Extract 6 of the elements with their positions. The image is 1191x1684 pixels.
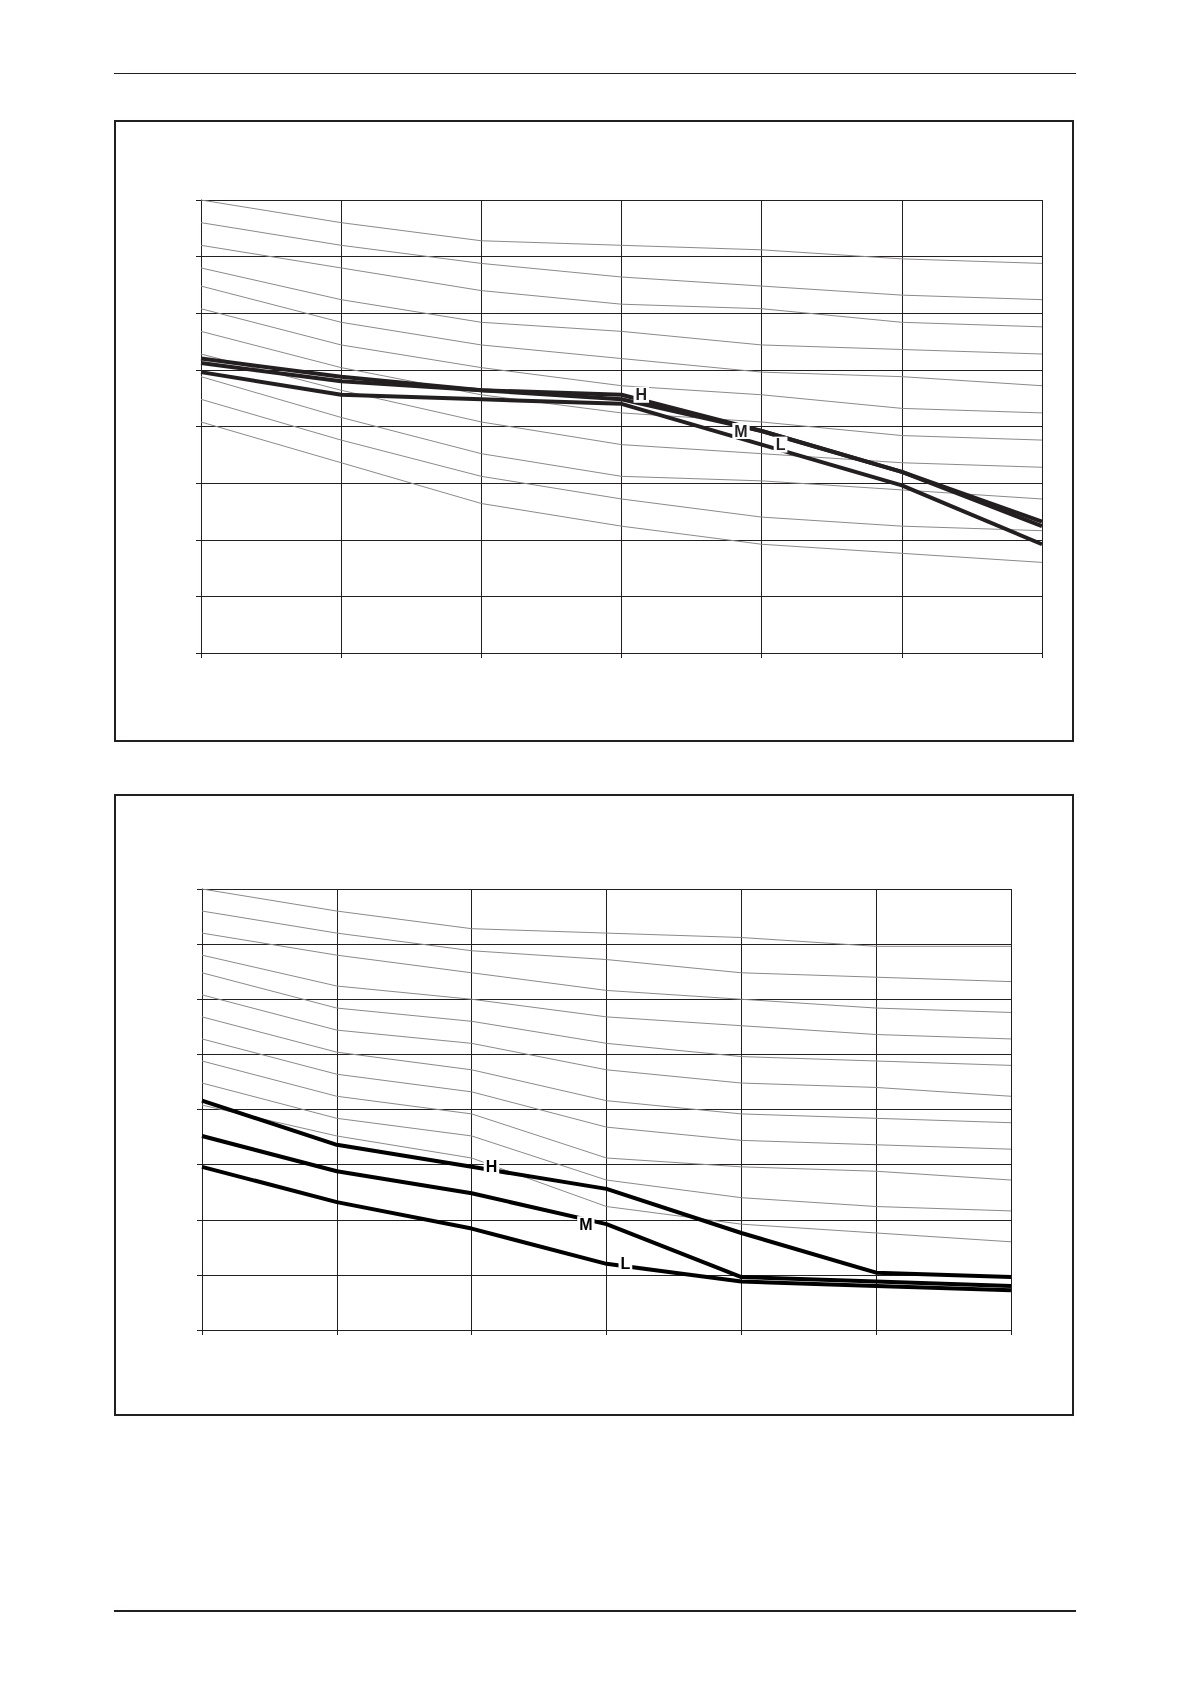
series-label: L [775,436,786,454]
series-label: M [734,422,748,440]
series-label: M [579,1215,593,1233]
series-label: L [620,1255,631,1273]
series-label: H [635,386,648,404]
series-label: H [485,1158,498,1176]
